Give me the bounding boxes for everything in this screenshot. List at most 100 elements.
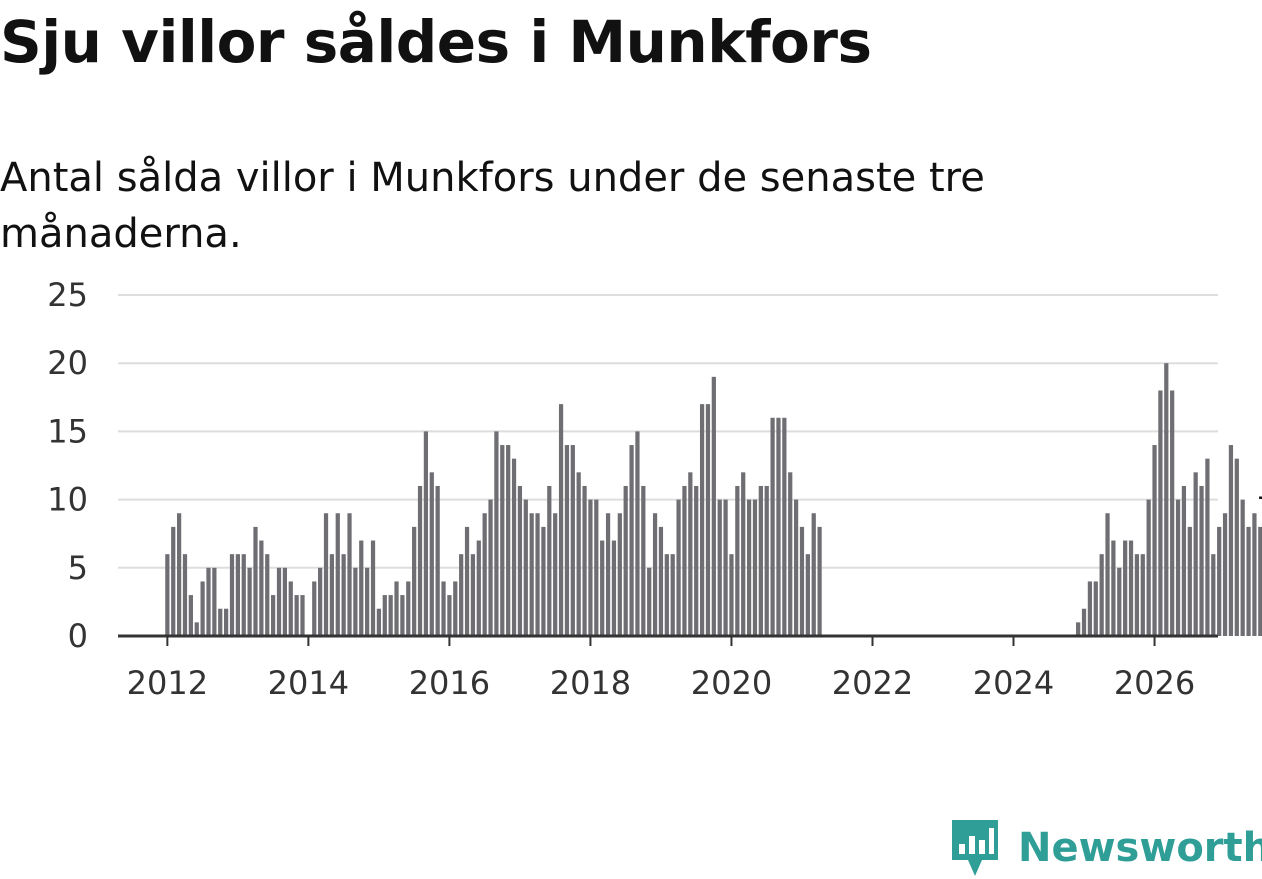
bar	[1205, 458, 1210, 636]
x-tick-label: 2016	[409, 664, 490, 702]
grid-lines	[118, 294, 1218, 569]
bar	[376, 608, 382, 636]
bar	[382, 595, 387, 636]
bar	[1152, 445, 1157, 636]
bar	[294, 595, 299, 636]
bar	[647, 567, 652, 636]
bar	[429, 472, 434, 636]
bar	[435, 485, 440, 636]
bar	[200, 581, 205, 636]
bar	[670, 554, 675, 636]
bar	[676, 499, 681, 636]
bar	[717, 499, 722, 636]
bar	[594, 499, 599, 636]
bar	[1099, 554, 1104, 636]
bar	[758, 485, 763, 636]
bar	[1146, 499, 1151, 636]
y-tick-label: 25	[47, 276, 88, 314]
bar	[1217, 526, 1222, 636]
y-tick-label: 15	[47, 412, 88, 450]
bar	[1105, 513, 1110, 636]
bar	[529, 513, 534, 636]
bar	[1158, 390, 1163, 636]
bar	[582, 485, 587, 636]
x-tick-label: 2018	[550, 664, 631, 702]
bar	[218, 608, 223, 636]
bar	[1175, 499, 1181, 636]
bar	[412, 526, 417, 636]
bar	[723, 499, 728, 636]
bar	[658, 526, 664, 636]
bar	[541, 526, 546, 636]
bar	[746, 499, 752, 636]
bar	[1140, 554, 1145, 636]
bar	[776, 417, 781, 636]
bar	[535, 513, 540, 636]
bar	[788, 472, 793, 636]
y-tick-label: 10	[47, 481, 88, 519]
bar	[1134, 554, 1140, 636]
brand-name: Newsworthy	[1018, 825, 1262, 871]
bar	[194, 622, 199, 636]
latest-value-label: 7	[1257, 492, 1262, 527]
bar	[464, 526, 470, 636]
bar	[1117, 567, 1122, 636]
bar	[1164, 363, 1169, 636]
bar	[365, 567, 370, 636]
bar	[1087, 581, 1093, 636]
newsworthy-logo[interactable]: Newsworthy	[950, 818, 1262, 878]
bar	[229, 554, 235, 636]
bar	[1128, 540, 1134, 636]
bar	[764, 485, 769, 636]
bar	[735, 485, 740, 636]
bar	[793, 499, 799, 636]
bar	[212, 567, 217, 636]
bar	[699, 404, 705, 636]
bar	[318, 567, 323, 636]
bar	[1199, 485, 1204, 636]
bar	[576, 472, 581, 636]
x-tick-label: 2026	[1114, 664, 1195, 702]
bar	[476, 540, 481, 636]
bar	[188, 595, 193, 636]
bar	[459, 554, 464, 636]
bar	[600, 540, 605, 636]
y-tick-label: 0	[68, 617, 88, 655]
bar	[247, 567, 252, 636]
bar	[423, 431, 429, 636]
bar	[711, 376, 716, 636]
bar	[224, 608, 229, 636]
bar	[353, 567, 358, 636]
x-tick-label: 2020	[691, 664, 772, 702]
bar	[705, 404, 711, 636]
bar	[488, 499, 493, 636]
bar	[359, 540, 364, 636]
bar	[335, 513, 340, 636]
y-tick-label: 5	[68, 549, 88, 587]
bars	[165, 363, 1262, 636]
bar	[417, 485, 423, 636]
bar	[206, 567, 211, 636]
bar	[564, 445, 570, 636]
bar	[1081, 608, 1087, 636]
bar	[752, 499, 758, 636]
bar	[265, 554, 270, 636]
x-tick-label: 2022	[832, 664, 913, 702]
bar	[1228, 445, 1234, 636]
bar	[635, 431, 640, 636]
bar	[1093, 581, 1098, 636]
bar	[1187, 526, 1192, 636]
bar	[617, 513, 622, 636]
bar	[1252, 513, 1257, 636]
bar	[276, 567, 282, 636]
bar	[500, 445, 505, 636]
bar	[388, 595, 393, 636]
bar	[259, 540, 264, 636]
bar	[1123, 540, 1128, 636]
bar	[1211, 554, 1216, 636]
bar	[805, 554, 810, 636]
x-axis: 2012 2014 2016 2018 2020 2022 2024 2026	[118, 634, 1218, 702]
bar	[312, 581, 317, 636]
bar	[171, 526, 176, 636]
